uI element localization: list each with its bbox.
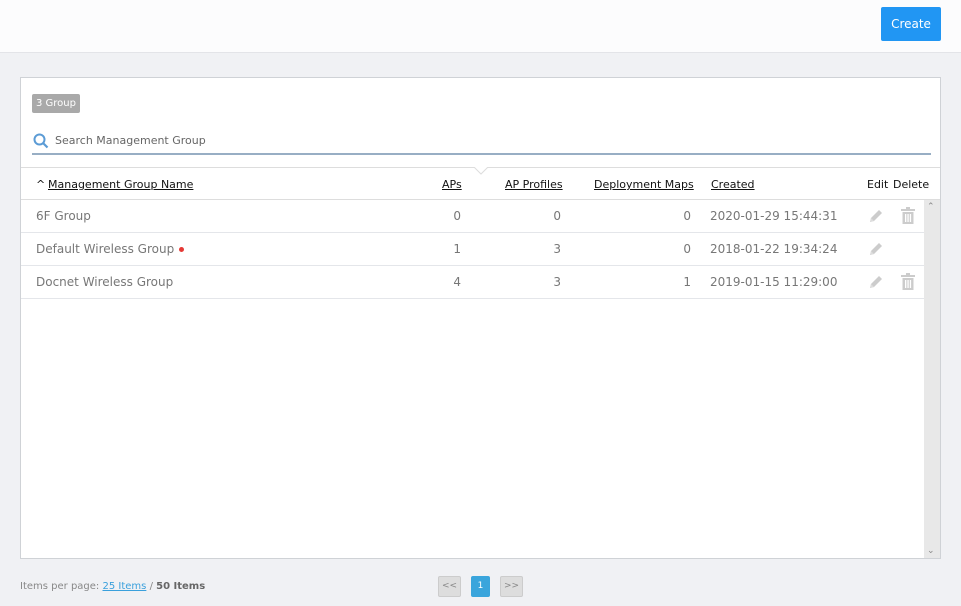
sort-asc-icon: ^ [36, 178, 46, 191]
top-bar: Create [0, 0, 961, 53]
page-1-button[interactable]: 1 [471, 576, 490, 597]
edit-pencil-icon[interactable] [867, 207, 885, 228]
created-value: 2020-01-29 15:44:31 [710, 209, 838, 223]
column-delete: Delete [893, 178, 930, 191]
scroll-down-icon[interactable]: ⌄ [927, 546, 935, 556]
ap-profiles-value: 0 [553, 209, 561, 223]
ap-profiles-value: 3 [553, 242, 561, 256]
management-group-panel: 3 Group ^ Management Group Name APs AP P… [20, 77, 941, 559]
edit-pencil-icon[interactable] [867, 240, 885, 261]
table-row[interactable]: 6F Group 0 0 0 2020-01-29 15:44:31 [21, 200, 924, 233]
scrollbar[interactable]: ⌃ ⌄ [924, 200, 940, 558]
group-name-text: Default Wireless Group [36, 242, 175, 256]
delete-trash-icon[interactable] [901, 207, 915, 227]
separator: / [149, 581, 153, 592]
create-button[interactable]: Create [881, 7, 941, 41]
items-per-page: Items per page: 25 Items / 50 Items [20, 581, 205, 592]
column-deployment-maps[interactable]: Deployment Maps [594, 178, 694, 191]
created-value: 2019-01-15 11:29:00 [710, 275, 838, 289]
table-header: ^ Management Group Name APs AP Profiles … [21, 167, 940, 200]
table-row[interactable]: Default Wireless Group 1 3 0 2018-01-22 … [21, 233, 924, 266]
aps-value: 1 [453, 242, 461, 256]
search-bar [32, 128, 931, 155]
aps-value: 0 [453, 209, 461, 223]
group-name-text: 6F Group [36, 209, 91, 223]
aps-value: 4 [453, 275, 461, 289]
column-ap-profiles[interactable]: AP Profiles [505, 178, 563, 191]
group-name[interactable]: Docnet Wireless Group [36, 275, 173, 289]
search-input[interactable] [55, 134, 855, 147]
delete-trash-icon[interactable] [901, 273, 915, 293]
group-name-text: Docnet Wireless Group [36, 275, 174, 289]
next-page-button[interactable]: >> [500, 576, 523, 597]
items-per-page-link[interactable]: 25 Items [102, 581, 147, 592]
group-count-badge: 3 Group [32, 94, 80, 113]
ap-profiles-value: 3 [553, 275, 561, 289]
group-name[interactable]: Default Wireless Group [36, 242, 185, 256]
deployment-maps-value: 1 [683, 275, 691, 289]
scroll-up-icon[interactable]: ⌃ [927, 202, 935, 212]
prev-page-button[interactable]: << [438, 576, 461, 597]
column-created[interactable]: Created [711, 178, 755, 191]
items-per-page-label: Items per page: [20, 581, 100, 592]
table-row[interactable]: Docnet Wireless Group 4 3 1 2019-01-15 1… [21, 266, 924, 299]
search-icon [33, 133, 49, 148]
default-indicator-icon [179, 247, 185, 252]
column-edit: Edit [867, 178, 889, 191]
total-items: 50 Items [156, 581, 206, 592]
deployment-maps-value: 0 [683, 209, 691, 223]
created-value: 2018-01-22 19:34:24 [710, 242, 838, 256]
column-name[interactable]: Management Group Name [48, 178, 194, 191]
deployment-maps-value: 0 [683, 242, 691, 256]
column-aps[interactable]: APs [442, 178, 462, 191]
edit-pencil-icon[interactable] [867, 273, 885, 294]
group-name[interactable]: 6F Group [36, 209, 91, 223]
header-notch [474, 167, 488, 175]
